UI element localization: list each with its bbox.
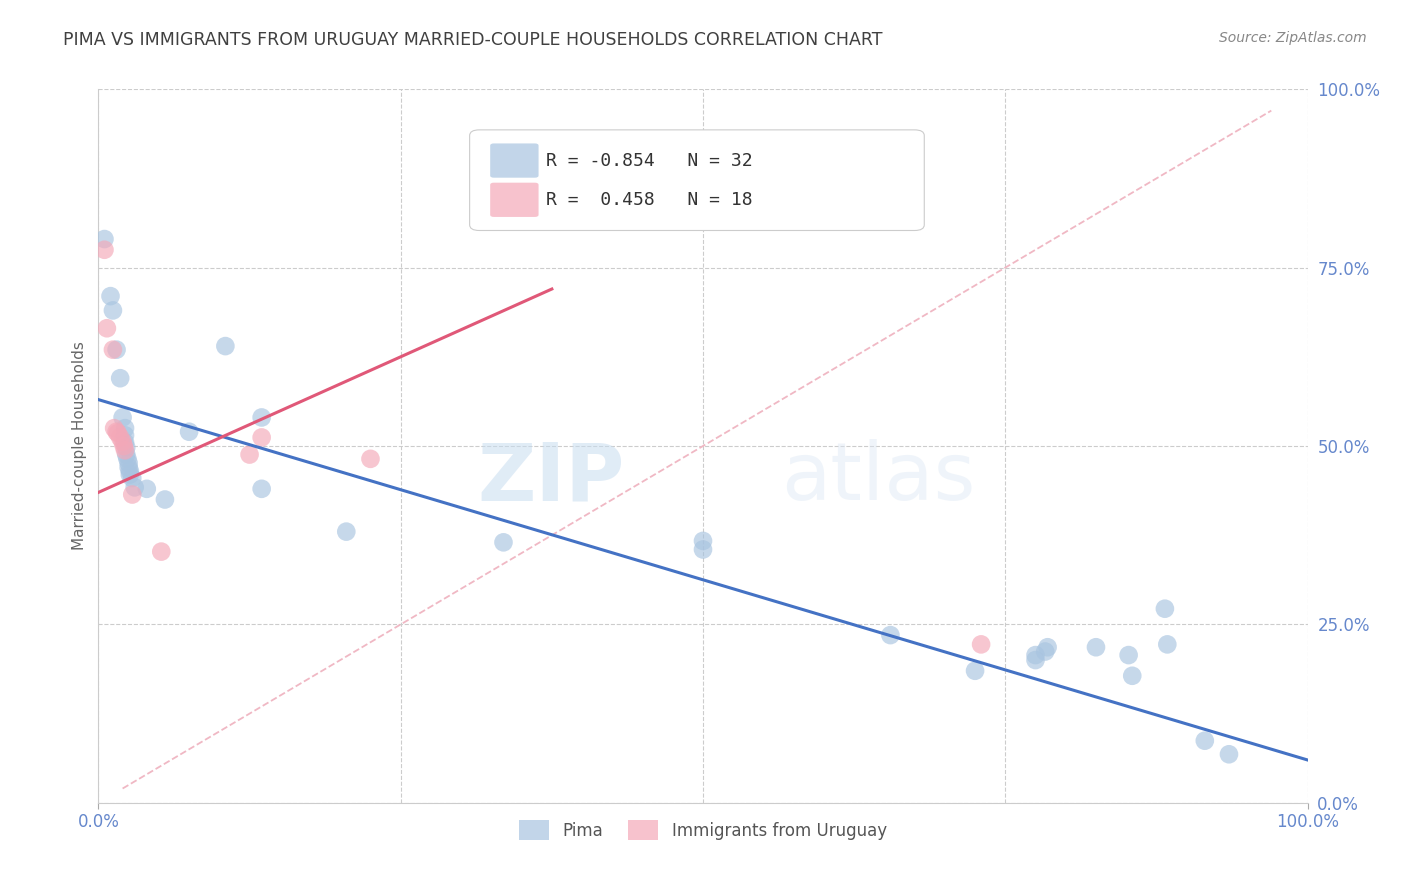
Point (112, 439, 135, 453)
Point (1118, 648, 1140, 662)
Point (250, 410, 273, 425)
Point (1033, 644, 1056, 658)
Legend: Pima, Immigrants from Uruguay: Pima, Immigrants from Uruguay (510, 812, 896, 848)
Point (214, 339, 236, 353)
Point (115, 448, 138, 462)
Text: PIMA VS IMMIGRANTS FROM URUGUAY MARRIED-COUPLE HOUSEHOLDS CORRELATION CHART: PIMA VS IMMIGRANTS FROM URUGUAY MARRIED-… (63, 31, 883, 49)
Text: ZIP: ZIP (477, 439, 624, 517)
Point (150, 544, 173, 558)
Point (107, 426, 129, 441)
Point (1218, 747, 1240, 762)
Point (1156, 637, 1178, 651)
Point (1121, 669, 1143, 683)
Point (970, 637, 993, 651)
Point (118, 467, 141, 482)
Text: R =  0.458   N = 18: R = 0.458 N = 18 (546, 191, 752, 209)
Point (96, 321, 118, 335)
Point (1024, 653, 1046, 667)
Point (93, 243, 115, 257)
Point (540, 202, 562, 216)
Point (492, 535, 515, 549)
Point (111, 434, 134, 449)
Point (1085, 640, 1108, 655)
FancyBboxPatch shape (491, 144, 538, 178)
Point (100, 289, 122, 303)
Point (118, 464, 141, 478)
Point (114, 435, 136, 450)
Point (111, 410, 134, 425)
Point (879, 628, 901, 642)
Y-axis label: Married-couple Households: Married-couple Households (72, 342, 87, 550)
Point (692, 542, 714, 557)
Point (124, 480, 146, 494)
Point (101, 303, 124, 318)
Point (121, 471, 143, 485)
FancyBboxPatch shape (491, 183, 538, 217)
Point (108, 371, 131, 385)
Point (121, 487, 143, 501)
Point (250, 430, 273, 444)
Point (250, 482, 273, 496)
Point (114, 421, 136, 435)
Point (179, 425, 201, 439)
Point (692, 533, 714, 548)
Point (93, 232, 115, 246)
Point (1194, 733, 1216, 747)
Point (153, 492, 176, 507)
Text: atlas: atlas (782, 439, 976, 517)
Point (239, 448, 262, 462)
Point (135, 482, 157, 496)
Point (1036, 640, 1059, 655)
Point (118, 460, 141, 475)
Point (105, 425, 128, 439)
Point (1024, 648, 1046, 662)
Point (114, 428, 136, 442)
Point (117, 451, 139, 466)
Point (118, 456, 141, 470)
Point (1154, 601, 1177, 615)
Text: R = -0.854   N = 32: R = -0.854 N = 32 (546, 152, 752, 169)
Point (965, 664, 987, 678)
Text: Source: ZipAtlas.com: Source: ZipAtlas.com (1219, 31, 1367, 45)
FancyBboxPatch shape (470, 130, 924, 230)
Point (105, 343, 128, 357)
Point (108, 430, 131, 444)
Point (114, 443, 136, 458)
Point (335, 524, 357, 539)
Point (103, 421, 125, 435)
Point (115, 441, 138, 455)
Point (360, 451, 382, 466)
Point (101, 343, 124, 357)
